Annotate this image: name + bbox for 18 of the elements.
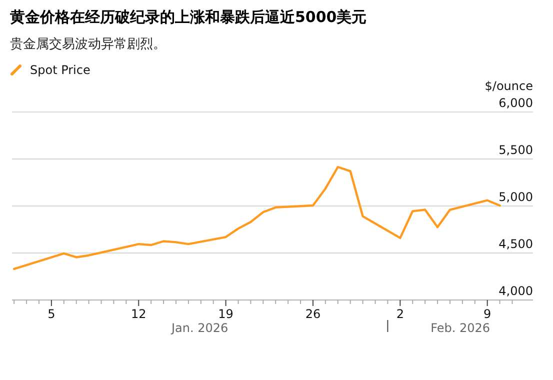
y-tick-label: 4,000 bbox=[498, 284, 533, 298]
subtitle: 贵金属交易波动异常剧烈。 bbox=[10, 37, 166, 52]
ylabel: $/ounce bbox=[484, 79, 533, 93]
legend-label: Spot Price bbox=[30, 63, 90, 77]
x-tick-label: 12 bbox=[130, 307, 146, 321]
legend-item: Spot Price bbox=[10, 63, 90, 77]
x-tick-label: 26 bbox=[305, 307, 321, 321]
y-tick-label: 5,500 bbox=[498, 143, 533, 157]
x-tick-label: 5 bbox=[48, 307, 56, 321]
title: 黄金价格在经历破纪录的上涨和暴跌后逼近5000美元 bbox=[10, 8, 367, 26]
x-tick-label: 2 bbox=[396, 307, 404, 321]
y-tick-label: 5,000 bbox=[498, 190, 533, 204]
text: Jan. 2026 bbox=[170, 321, 228, 335]
y-tick-label: 6,000 bbox=[498, 96, 533, 110]
y-tick-label: 4,500 bbox=[498, 237, 533, 251]
x-tick-label: 19 bbox=[218, 307, 234, 321]
text: Feb. 2026 bbox=[430, 321, 490, 335]
x-tick-label: 9 bbox=[484, 307, 492, 321]
